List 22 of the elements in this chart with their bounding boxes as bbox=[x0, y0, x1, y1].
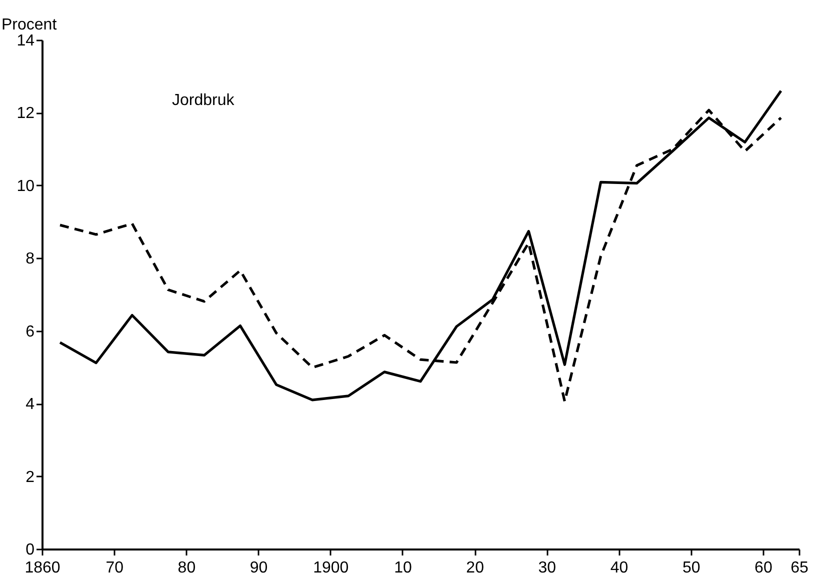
x-tick-label: 20 bbox=[466, 560, 484, 576]
y-tick-label: 6 bbox=[26, 323, 35, 340]
y-tick-label: 0 bbox=[26, 542, 35, 558]
x-tick-label: 50 bbox=[682, 560, 700, 576]
x-tick-label: 70 bbox=[106, 560, 124, 576]
y-tick-label: 10 bbox=[16, 178, 35, 195]
x-tick-label: 1860 bbox=[24, 560, 60, 576]
x-tick-label: 90 bbox=[250, 560, 268, 576]
y-axis-title: Procent bbox=[2, 16, 58, 34]
y-tick-label: 14 bbox=[16, 32, 35, 50]
x-tick-label: 40 bbox=[610, 560, 628, 576]
y-tick-label: 2 bbox=[26, 468, 35, 486]
x-tick-label: 10 bbox=[394, 560, 412, 576]
y-tick-label: 4 bbox=[26, 396, 35, 414]
annotation: Jordbruk bbox=[172, 92, 236, 109]
x-tick-label: 60 bbox=[754, 560, 772, 576]
x-tick-label: 1900 bbox=[313, 560, 349, 576]
x-tick-label: 30 bbox=[538, 560, 556, 576]
x-tick-label: 80 bbox=[178, 560, 196, 576]
y-tick-label: 8 bbox=[26, 250, 35, 268]
x-tick-label: 65 bbox=[790, 560, 808, 576]
y-tick-label: 12 bbox=[16, 105, 35, 122]
